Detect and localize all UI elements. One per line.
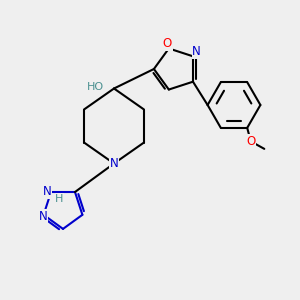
Text: HO: HO	[87, 82, 104, 92]
Text: N: N	[110, 157, 118, 170]
Text: N: N	[192, 45, 201, 58]
Text: N: N	[43, 185, 52, 199]
Text: H: H	[55, 194, 64, 204]
Text: N: N	[39, 210, 47, 223]
Text: O: O	[163, 38, 172, 50]
Text: O: O	[246, 135, 255, 148]
